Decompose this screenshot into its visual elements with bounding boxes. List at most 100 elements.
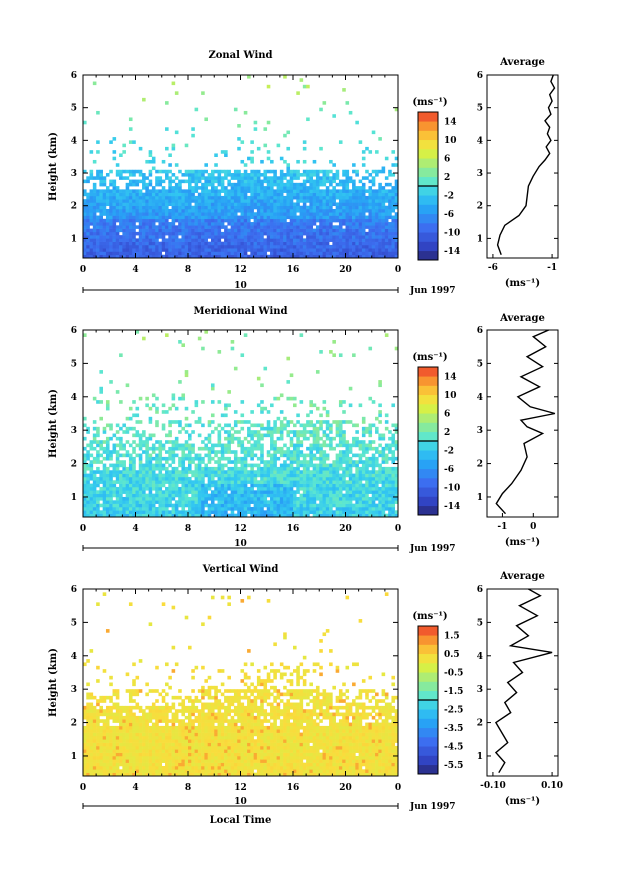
heatmap-cell [270, 192, 274, 197]
heatmap-cell [260, 490, 264, 494]
heatmap-cell [191, 195, 195, 200]
heatmap-cell [109, 225, 113, 229]
heatmap-cell [260, 254, 264, 259]
heatmap-cell [115, 486, 120, 491]
heatmap-cell [102, 195, 107, 200]
heatmap-cell [148, 510, 153, 514]
heatmap-cell [375, 212, 379, 216]
heatmap-cell [201, 215, 205, 220]
heatmap-cell [250, 410, 254, 414]
heatmap-cell [319, 510, 323, 514]
heatmap-cell [89, 510, 94, 514]
heatmap-cell [368, 199, 373, 203]
heatmap-cell [188, 500, 192, 504]
heatmap-cell [132, 473, 136, 478]
heatmap-cell [365, 470, 369, 474]
heatmap-cell [394, 456, 399, 461]
heatmap-cell [260, 456, 264, 461]
heatmap-cell [233, 192, 238, 197]
heatmap-cell [207, 195, 212, 200]
heatmap-cell [345, 186, 350, 190]
heatmap-cell [315, 169, 320, 174]
heatmap-cell [145, 443, 149, 448]
colorbar-swatch [418, 459, 438, 470]
heatmap-cell [102, 176, 107, 180]
heatmap-cell [109, 202, 113, 207]
heatmap-cell [201, 192, 205, 197]
heatmap-cell [375, 254, 379, 259]
heatmap-cell [256, 376, 261, 381]
heatmap-cell [122, 202, 126, 207]
heatmap-cell [384, 483, 389, 488]
heatmap-cell [263, 463, 268, 468]
heatmap-cell [122, 251, 126, 256]
heatmap-cell [197, 212, 202, 216]
heatmap-cell [168, 208, 172, 213]
heatmap-cell [191, 222, 195, 226]
heatmap-cell [194, 506, 199, 511]
heatmap-cell [142, 503, 146, 508]
heatmap-cell [348, 456, 353, 461]
heatmap-cell [197, 506, 202, 511]
heatmap-cell [125, 248, 130, 252]
heatmap-cell [283, 416, 287, 421]
heatmap-cell [112, 483, 117, 488]
heatmap-cell [243, 476, 248, 481]
heatmap-cell [105, 244, 110, 249]
heatmap-cell [197, 228, 202, 233]
heatmap-cell [325, 433, 330, 438]
heatmap-cell [329, 486, 333, 491]
heatmap-cell [250, 179, 254, 184]
heatmap-cell [247, 473, 251, 478]
heatmap-cell [115, 195, 120, 200]
heatmap-cell [266, 420, 271, 424]
heatmap-cell [296, 182, 300, 187]
heatmap-cell [391, 150, 396, 154]
heatmap-cell [270, 453, 274, 458]
heatmap-cell [315, 241, 320, 246]
heatmap-cell [122, 476, 126, 481]
heatmap-cell [368, 195, 373, 200]
heatmap-cell [83, 453, 87, 458]
heatmap-cell [289, 430, 294, 434]
heatmap-cell [394, 228, 399, 233]
heatmap-cell [224, 436, 228, 441]
profile-line [496, 74, 556, 255]
heatmap-cell [138, 218, 143, 223]
heatmap-cell [119, 235, 123, 239]
heatmap-cell [204, 117, 208, 122]
heatmap-cell [365, 251, 369, 256]
heatmap-cell [105, 186, 110, 190]
heatmap-cell [306, 463, 310, 468]
heatmap-cell [260, 406, 264, 411]
heatmap-cell [92, 473, 97, 478]
heatmap-cell [138, 396, 143, 401]
heatmap-cell [289, 225, 294, 229]
heatmap-cell [230, 506, 235, 511]
heatmap-cell [174, 130, 179, 135]
heatmap-cell [233, 420, 238, 424]
heatmap-cell [119, 460, 123, 464]
heatmap-cell [388, 443, 392, 448]
heatmap-cell [375, 248, 379, 252]
heatmap-cell [99, 173, 103, 177]
heatmap-cell [128, 496, 133, 501]
heatmap-cell [315, 426, 320, 431]
heatmap-cell [302, 496, 307, 501]
heatmap-cell [171, 493, 176, 498]
heatmap-cell [371, 205, 376, 210]
heatmap-cell [99, 218, 103, 223]
heatmap-cell [86, 483, 90, 488]
x-tick-label: 0 [395, 524, 401, 534]
heatmap-cell [148, 483, 153, 488]
heatmap-cell [138, 496, 143, 501]
heatmap-cell [322, 101, 327, 105]
heatmap-cell [224, 169, 228, 174]
heatmap-cell [227, 189, 231, 193]
heatmap-cell [309, 460, 313, 464]
heatmap-cell [165, 496, 169, 501]
heatmap-cell [335, 463, 340, 468]
heatmap-cell [194, 486, 199, 491]
heatmap-cell [378, 208, 382, 213]
heatmap-cell [214, 228, 218, 233]
